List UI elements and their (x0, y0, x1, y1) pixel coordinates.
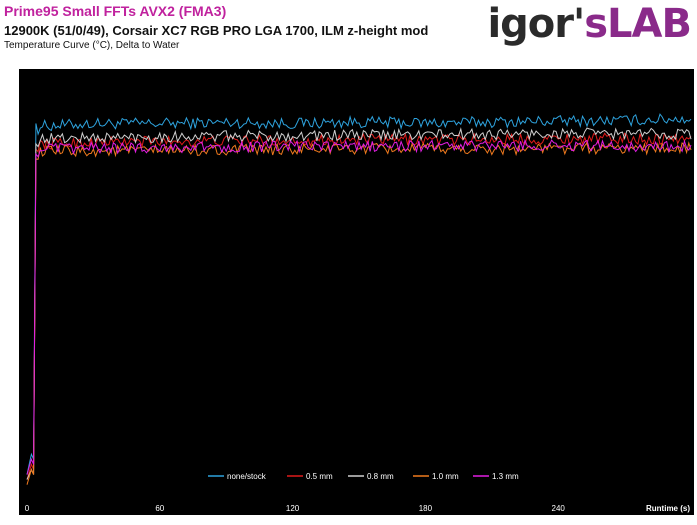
y-tick-label: 30 (3, 343, 12, 352)
y-tick-label: 0 (8, 496, 13, 505)
chart-caption: Temperature Curve (°C), Delta to Water (4, 40, 180, 51)
logo-part2: sLAB (584, 1, 692, 47)
legend-label: 0.5 mm (306, 472, 333, 481)
y-tick-label: 60 (3, 191, 12, 200)
x-axis-label: Runtime (s) (646, 504, 690, 513)
legend-label: 1.0 mm (432, 472, 459, 481)
series-line (26, 113, 692, 475)
y-tick-label: 10 (3, 445, 12, 454)
x-tick-label: 240 (552, 504, 566, 513)
series-line (26, 141, 692, 485)
x-tick-label: 180 (419, 504, 433, 513)
legend-label: none/stock (227, 472, 267, 481)
logo-part1: igor' (487, 1, 585, 47)
legend-label: 1.3 mm (492, 472, 519, 481)
x-tick-label: 60 (155, 504, 164, 513)
legend-label: 0.8 mm (367, 472, 394, 481)
series-line (26, 138, 692, 475)
y-tick-label: 80 (3, 89, 12, 98)
chart-title: Prime95 Small FFTs AVX2 (FMA3) (4, 3, 227, 19)
y-tick-label: 20 (3, 394, 12, 403)
series-lines (26, 113, 692, 485)
x-tick-label: 0 (25, 504, 30, 513)
y-tick-label: 40 (3, 293, 12, 302)
legend: none/stock 0.5 mm 0.8 mm 1.0 mm 1.3 mm (208, 472, 519, 481)
chart-subtitle: 12900K (51/0/49), Corsair XC7 RGB PRO LG… (4, 23, 429, 38)
axes: 0 10 20 30 40 50 60 70 80 0 60 120 180 240 (3, 89, 565, 513)
y-tick-label: 70 (3, 140, 12, 149)
y-tick-label: 50 (3, 242, 12, 251)
series-line (26, 132, 692, 480)
series-line (26, 127, 692, 480)
igorslab-logo: igor'sLAB (487, 0, 692, 48)
x-tick-label: 120 (286, 504, 300, 513)
